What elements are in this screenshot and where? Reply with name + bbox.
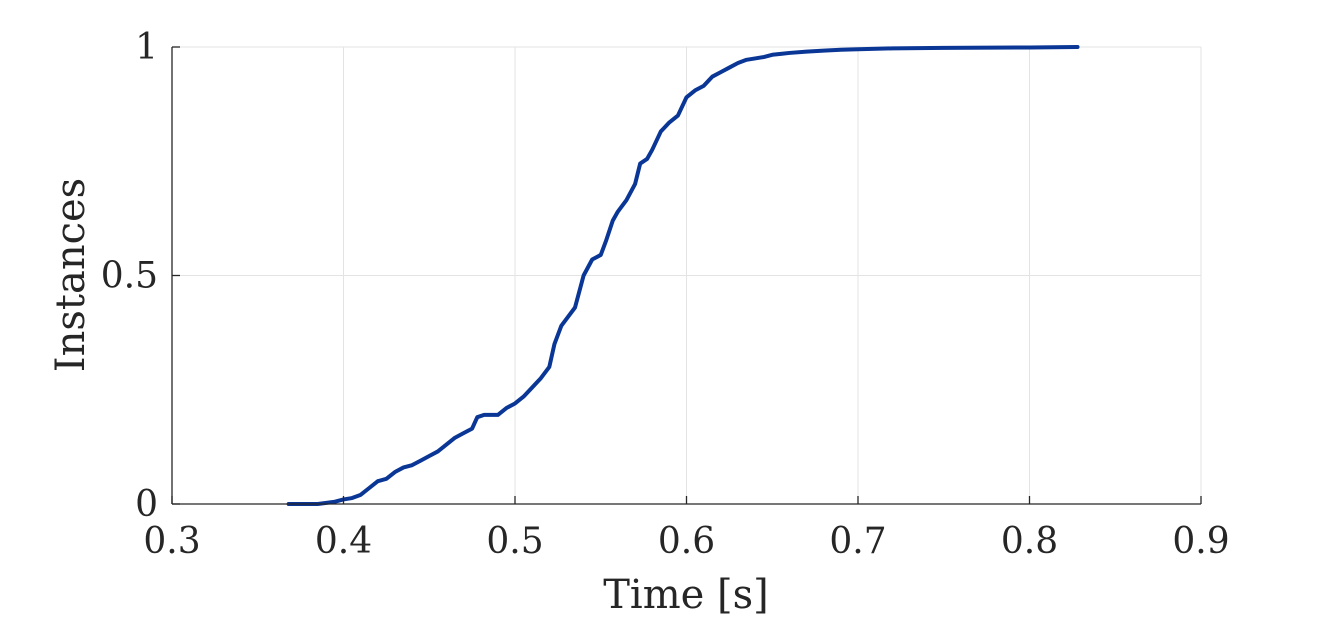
y-tick-label: 1 bbox=[135, 27, 158, 68]
x-tick-label: 0.8 bbox=[1001, 521, 1058, 562]
x-tick-label: 0.9 bbox=[1172, 521, 1229, 562]
x-tick-label: 0.3 bbox=[143, 521, 200, 562]
x-axis-label: Time [s] bbox=[603, 572, 769, 618]
y-tick-label: 0 bbox=[135, 484, 158, 525]
x-tick-label: 0.4 bbox=[315, 521, 372, 562]
x-tick-label: 0.6 bbox=[658, 521, 715, 562]
x-tick-labels: 0.3 0.4 0.5 0.6 0.7 0.8 0.9 bbox=[143, 521, 1229, 562]
y-tick-label: 0.5 bbox=[101, 256, 158, 297]
series-line bbox=[286, 45, 1080, 506]
y-tick-labels: 00.51 bbox=[101, 27, 158, 525]
x-tick-label: 0.7 bbox=[829, 521, 886, 562]
x-tick-label: 0.5 bbox=[486, 521, 543, 562]
axes bbox=[171, 46, 1202, 505]
y-axis-label: Instances bbox=[48, 178, 94, 372]
